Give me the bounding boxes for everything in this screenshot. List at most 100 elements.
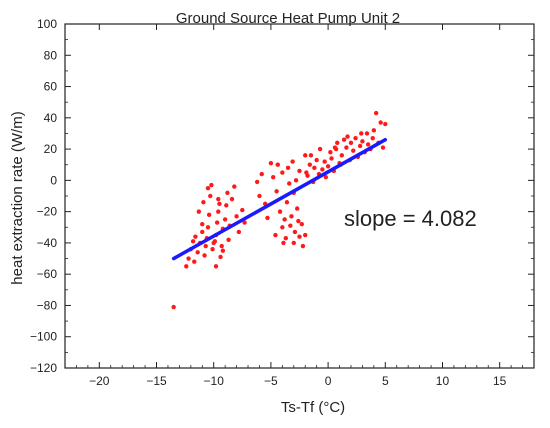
data-point	[364, 131, 370, 136]
data-point	[293, 178, 299, 183]
plot-frame	[64, 23, 535, 369]
data-point	[357, 143, 363, 149]
y-axis-label: heat extraction rate (W/m)	[9, 111, 26, 284]
data-point	[273, 232, 278, 238]
data-point	[226, 237, 231, 242]
data-point	[322, 159, 327, 164]
data-point	[200, 229, 205, 235]
fit-line	[171, 137, 388, 261]
data-point	[209, 182, 214, 188]
data-point	[190, 239, 196, 244]
data-point	[290, 159, 295, 164]
data-point	[297, 234, 302, 239]
x-tick-label: 15	[493, 374, 507, 388]
x-tick-label: 10	[436, 374, 450, 388]
data-point	[234, 214, 239, 219]
chart-title: Ground Source Heat Pump Unit 2	[176, 10, 400, 27]
slope-annotation: slope = 4.082	[344, 206, 477, 231]
data-point	[365, 142, 371, 147]
y-tick-label: −80	[37, 298, 58, 312]
data-point	[328, 150, 333, 155]
data-point	[275, 162, 280, 167]
data-point	[280, 225, 285, 230]
data-point	[329, 156, 334, 161]
axes	[64, 23, 535, 369]
fit-line-group	[171, 137, 388, 261]
data-point	[203, 243, 208, 249]
data-point	[184, 264, 189, 269]
data-point	[280, 170, 285, 175]
y-tick-label: −120	[30, 361, 57, 375]
x-tick-label: 5	[382, 374, 389, 388]
data-point	[254, 179, 260, 185]
data-point	[288, 223, 293, 228]
data-point	[371, 128, 377, 133]
data-point	[359, 131, 364, 136]
data-point	[317, 146, 323, 152]
data-point	[296, 218, 301, 224]
y-tick-label: 0	[50, 173, 57, 187]
data-point	[303, 153, 308, 158]
data-point	[373, 110, 379, 116]
data-point	[201, 200, 206, 205]
data-point	[351, 148, 356, 153]
data-point	[270, 175, 276, 180]
data-point	[192, 259, 197, 264]
ticks: −20 −15 −10 −5 0 5 10 15 −120 −100 −80 −60 −40 −20 0 20…	[30, 17, 535, 388]
data-point	[285, 165, 291, 171]
data-point	[370, 135, 375, 141]
data-point	[304, 170, 309, 175]
x-tick-label: 0	[325, 374, 332, 388]
data-point	[193, 234, 198, 239]
x-tick-label: −15	[146, 374, 167, 388]
data-point	[295, 206, 300, 211]
data-point	[380, 145, 386, 150]
x-tick-label: −20	[89, 374, 110, 388]
data-point	[210, 246, 215, 252]
data-point	[287, 181, 292, 186]
data-point	[219, 243, 224, 249]
data-point	[314, 157, 319, 163]
data-point	[265, 215, 270, 221]
data-point	[216, 196, 221, 202]
y-tick-label: −100	[30, 330, 57, 344]
data-point	[325, 164, 331, 169]
data-point	[240, 207, 245, 213]
data-point	[195, 250, 200, 255]
data-point	[320, 167, 325, 172]
data-point	[348, 140, 354, 146]
data-point	[323, 175, 329, 180]
data-point	[378, 120, 383, 125]
x-tick-label: −5	[264, 374, 278, 388]
data-point	[300, 243, 306, 249]
data-point	[332, 145, 338, 150]
x-axis-label: Ts-Tf (°C)	[281, 399, 345, 416]
data-point	[214, 220, 220, 225]
data-point	[284, 200, 290, 205]
data-point	[283, 236, 288, 241]
data-point	[205, 185, 211, 191]
data-point	[274, 189, 279, 194]
data-point	[171, 304, 176, 310]
data-point	[277, 209, 283, 214]
data-point	[312, 165, 317, 171]
data-point	[259, 171, 264, 177]
data-point	[208, 193, 213, 199]
x-tick-label: −10	[204, 374, 225, 388]
data-point	[383, 121, 388, 127]
data-point	[220, 248, 226, 253]
y-tick-label: 40	[44, 111, 58, 125]
data-point	[218, 254, 223, 260]
data-point	[297, 168, 302, 174]
data-point	[335, 140, 340, 146]
data-point	[213, 264, 219, 269]
data-point	[344, 145, 349, 150]
data-point	[353, 135, 358, 141]
data-point	[236, 229, 242, 235]
y-tick-label: 100	[37, 17, 57, 31]
data-point	[205, 225, 211, 230]
y-tick-label: −40	[37, 236, 58, 250]
data-point	[200, 221, 205, 227]
data-point	[216, 209, 221, 214]
